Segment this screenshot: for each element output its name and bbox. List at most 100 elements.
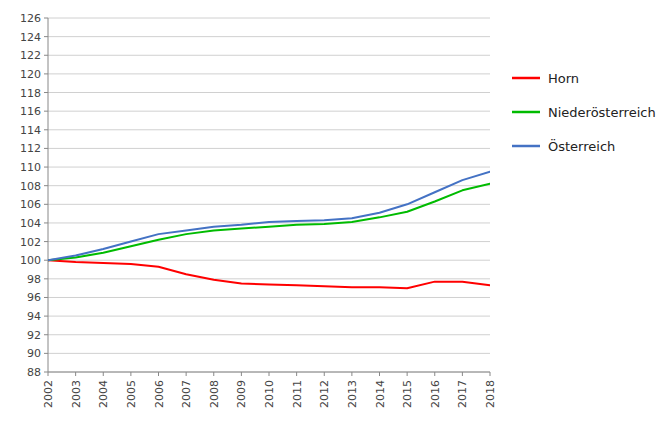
tick-label: 2007 bbox=[180, 380, 193, 408]
legend-swatch bbox=[512, 111, 540, 114]
tick-mark bbox=[44, 36, 48, 37]
tick-label: 102 bbox=[20, 236, 41, 249]
tick-label: 94 bbox=[27, 310, 41, 323]
tick-label: 2006 bbox=[153, 380, 166, 408]
tick-mark bbox=[44, 129, 48, 130]
tick-label: 2013 bbox=[346, 380, 359, 408]
tick-mark bbox=[75, 372, 76, 376]
tick-label: 120 bbox=[20, 68, 41, 81]
grid-line bbox=[48, 297, 490, 298]
tick-label: 126 bbox=[20, 12, 41, 25]
chart-svg: 8890929496981001021041061081101121141161… bbox=[0, 0, 669, 432]
tick-mark bbox=[44, 278, 48, 279]
tick-mark bbox=[44, 111, 48, 112]
tick-mark bbox=[44, 222, 48, 223]
grid-line bbox=[48, 36, 490, 37]
tick-mark bbox=[44, 260, 48, 261]
chart-container: 8890929496981001021041061081101121141161… bbox=[0, 0, 669, 432]
tick-label: 2010 bbox=[263, 380, 276, 408]
tick-mark bbox=[186, 372, 187, 376]
tick-label: 124 bbox=[20, 31, 41, 44]
grid bbox=[48, 18, 490, 372]
tick-label: 2009 bbox=[235, 380, 248, 408]
tick-mark bbox=[351, 372, 352, 376]
tick-mark bbox=[434, 372, 435, 376]
y-axis-line bbox=[48, 18, 49, 372]
tick-label: 106 bbox=[20, 198, 41, 211]
series-line bbox=[48, 172, 490, 260]
tick-label: 90 bbox=[27, 347, 41, 360]
grid-line bbox=[48, 185, 490, 186]
tick-label: 2018 bbox=[484, 380, 497, 408]
legend-label: Niederösterreich bbox=[548, 105, 656, 120]
legend-label: Horn bbox=[548, 71, 579, 86]
grid-line bbox=[48, 260, 490, 261]
tick-label: 92 bbox=[27, 329, 41, 342]
tick-mark bbox=[44, 334, 48, 335]
tick-mark bbox=[213, 372, 214, 376]
tick-mark bbox=[44, 316, 48, 317]
tick-mark bbox=[324, 372, 325, 376]
tick-label: 114 bbox=[20, 124, 41, 137]
tick-label: 122 bbox=[20, 49, 41, 62]
tick-label: 112 bbox=[20, 142, 41, 155]
tick-mark bbox=[379, 372, 380, 376]
legend-swatch bbox=[512, 77, 540, 80]
tick-label: 2017 bbox=[456, 380, 469, 408]
tick-mark bbox=[44, 204, 48, 205]
grid-line bbox=[48, 278, 490, 279]
tick-mark bbox=[44, 297, 48, 298]
tick-label: 2016 bbox=[429, 380, 442, 408]
tick-mark bbox=[269, 372, 270, 376]
tick-label: 100 bbox=[20, 254, 41, 267]
tick-mark bbox=[44, 18, 48, 19]
tick-mark bbox=[130, 372, 131, 376]
tick-mark bbox=[44, 92, 48, 93]
tick-mark bbox=[44, 372, 48, 373]
tick-label: 2015 bbox=[401, 380, 414, 408]
grid-line bbox=[48, 241, 490, 242]
legend: HornNiederösterreichÖsterreich bbox=[512, 71, 656, 154]
tick-mark bbox=[48, 372, 49, 376]
grid-line bbox=[48, 334, 490, 335]
series-line bbox=[48, 260, 490, 288]
tick-label: 2002 bbox=[42, 380, 55, 408]
tick-label: 2005 bbox=[125, 380, 138, 408]
tick-label: 2014 bbox=[374, 380, 387, 408]
tick-mark bbox=[44, 241, 48, 242]
grid-line bbox=[48, 92, 490, 93]
tick-label: 2004 bbox=[97, 380, 110, 408]
tick-label: 2012 bbox=[318, 380, 331, 408]
x-axis-line bbox=[48, 372, 490, 373]
tick-mark bbox=[103, 372, 104, 376]
y-axis: 8890929496981001021041061081101121141161… bbox=[20, 12, 48, 379]
grid-line bbox=[48, 55, 490, 56]
tick-label: 2008 bbox=[208, 380, 221, 408]
tick-mark bbox=[44, 167, 48, 168]
tick-mark bbox=[296, 372, 297, 376]
series-lines bbox=[48, 172, 490, 288]
tick-mark bbox=[44, 185, 48, 186]
grid-line bbox=[48, 148, 490, 149]
tick-label: 2011 bbox=[291, 380, 304, 408]
tick-label: 104 bbox=[20, 217, 41, 230]
legend-swatch bbox=[512, 145, 540, 148]
tick-mark bbox=[44, 353, 48, 354]
tick-mark bbox=[241, 372, 242, 376]
tick-label: 2003 bbox=[70, 380, 83, 408]
grid-line bbox=[48, 73, 490, 74]
tick-label: 88 bbox=[27, 366, 41, 379]
grid-line bbox=[48, 167, 490, 168]
tick-mark bbox=[44, 55, 48, 56]
grid-line bbox=[48, 111, 490, 112]
tick-label: 96 bbox=[27, 291, 41, 304]
grid-line bbox=[48, 316, 490, 317]
tick-mark bbox=[44, 148, 48, 149]
grid-line bbox=[48, 129, 490, 130]
grid-line bbox=[48, 372, 490, 373]
tick-label: 110 bbox=[20, 161, 41, 174]
tick-mark bbox=[462, 372, 463, 376]
tick-mark bbox=[158, 372, 159, 376]
tick-label: 118 bbox=[20, 87, 41, 100]
tick-label: 116 bbox=[20, 105, 41, 118]
